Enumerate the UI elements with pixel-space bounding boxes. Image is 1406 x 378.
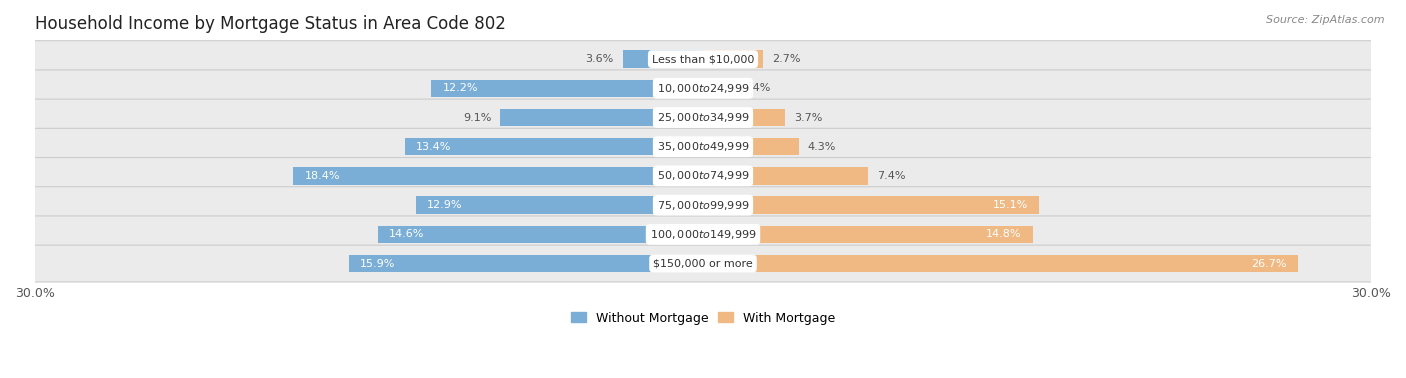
- Text: 3.6%: 3.6%: [586, 54, 614, 64]
- Bar: [703, 255, 1298, 272]
- FancyBboxPatch shape: [25, 99, 1381, 136]
- Bar: [349, 255, 703, 272]
- Legend: Without Mortgage, With Mortgage: Without Mortgage, With Mortgage: [565, 307, 841, 330]
- FancyBboxPatch shape: [25, 187, 1381, 223]
- Text: 1.4%: 1.4%: [744, 83, 772, 93]
- FancyBboxPatch shape: [25, 216, 1381, 253]
- Bar: [405, 138, 703, 155]
- Text: 14.8%: 14.8%: [986, 229, 1021, 239]
- Text: 3.7%: 3.7%: [794, 113, 823, 122]
- Bar: [432, 79, 703, 97]
- FancyBboxPatch shape: [25, 245, 1381, 282]
- Bar: [703, 167, 868, 185]
- Bar: [703, 138, 799, 155]
- Text: $25,000 to $34,999: $25,000 to $34,999: [657, 111, 749, 124]
- FancyBboxPatch shape: [25, 41, 1381, 77]
- Text: $75,000 to $99,999: $75,000 to $99,999: [657, 198, 749, 212]
- Text: Less than $10,000: Less than $10,000: [652, 54, 754, 64]
- FancyBboxPatch shape: [25, 158, 1381, 194]
- Bar: [703, 79, 734, 97]
- Bar: [703, 226, 1032, 243]
- Bar: [703, 109, 786, 126]
- Text: 4.3%: 4.3%: [807, 142, 837, 152]
- Text: 13.4%: 13.4%: [416, 142, 451, 152]
- Text: 12.9%: 12.9%: [427, 200, 463, 210]
- Text: 9.1%: 9.1%: [463, 113, 492, 122]
- Text: $10,000 to $24,999: $10,000 to $24,999: [657, 82, 749, 95]
- Text: 7.4%: 7.4%: [877, 171, 905, 181]
- Text: $50,000 to $74,999: $50,000 to $74,999: [657, 169, 749, 183]
- Bar: [703, 197, 1039, 214]
- FancyBboxPatch shape: [25, 128, 1381, 165]
- Text: Household Income by Mortgage Status in Area Code 802: Household Income by Mortgage Status in A…: [35, 15, 506, 33]
- Text: 12.2%: 12.2%: [443, 83, 478, 93]
- Bar: [623, 50, 703, 68]
- Text: $150,000 or more: $150,000 or more: [654, 259, 752, 268]
- Text: Source: ZipAtlas.com: Source: ZipAtlas.com: [1267, 15, 1385, 25]
- Bar: [294, 167, 703, 185]
- Bar: [501, 109, 703, 126]
- Text: 15.9%: 15.9%: [360, 259, 395, 268]
- FancyBboxPatch shape: [25, 70, 1381, 107]
- Text: 26.7%: 26.7%: [1251, 259, 1286, 268]
- Bar: [378, 226, 703, 243]
- Bar: [416, 197, 703, 214]
- Text: 18.4%: 18.4%: [304, 171, 340, 181]
- Text: 2.7%: 2.7%: [772, 54, 800, 64]
- Text: $35,000 to $49,999: $35,000 to $49,999: [657, 140, 749, 153]
- Text: 15.1%: 15.1%: [993, 200, 1028, 210]
- Text: 14.6%: 14.6%: [389, 229, 425, 239]
- Bar: [703, 50, 763, 68]
- Text: $100,000 to $149,999: $100,000 to $149,999: [650, 228, 756, 241]
